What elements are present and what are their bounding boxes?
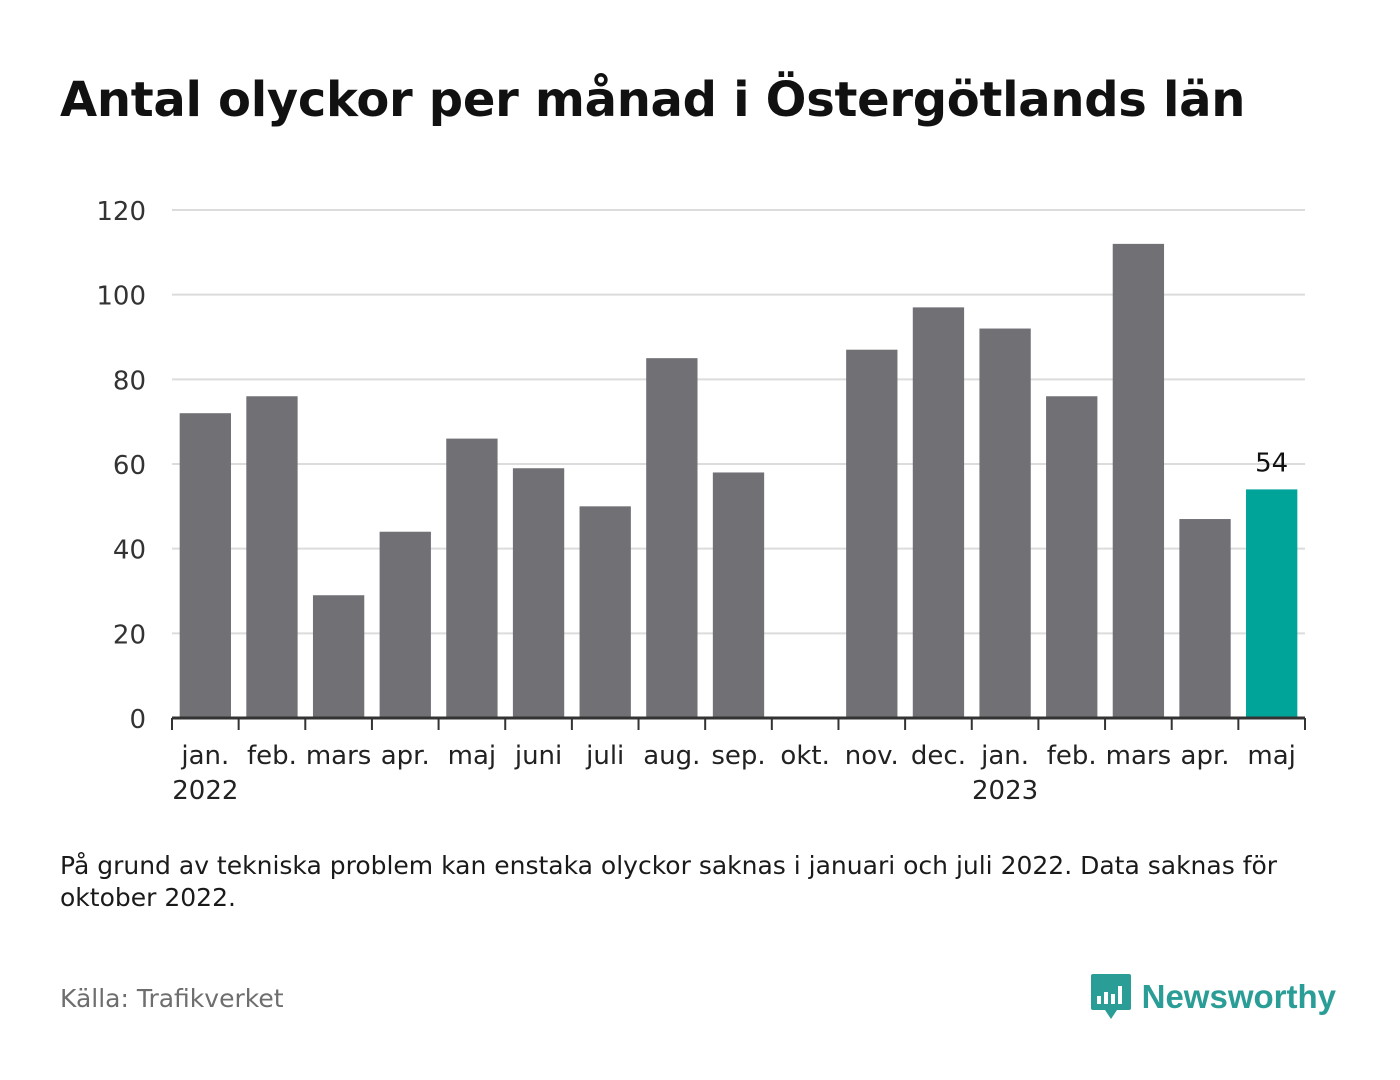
y-tick-label: 80 (113, 366, 146, 396)
footnote: På grund av tekniska problem kan enstaka… (60, 851, 1278, 912)
bar (1046, 396, 1098, 718)
x-tick-label: juli (585, 741, 624, 771)
y-tick-label: 0 (129, 705, 146, 735)
x-axis (171, 716, 1306, 730)
data-labels: 54 (1255, 448, 1288, 478)
x-tick-label: dec. (911, 741, 966, 771)
chart-title: Antal olyckor per månad i Östergötlands … (60, 72, 1246, 128)
newsworthy-logo-icon (1090, 974, 1131, 1019)
bar (1179, 519, 1231, 718)
bar (379, 531, 431, 718)
bar (912, 307, 965, 718)
x-tick-label: maj (448, 741, 496, 771)
x-year-label: 2023 (972, 776, 1038, 806)
x-tick-label: nov. (845, 741, 899, 771)
x-tick-label: juni (514, 741, 562, 771)
data-label: 54 (1255, 448, 1288, 478)
x-tick-label: apr. (1181, 741, 1230, 771)
y-tick-label: 20 (113, 620, 146, 650)
bar (646, 358, 698, 718)
x-tick-label: okt. (780, 741, 829, 771)
bar (1112, 243, 1165, 718)
y-tick-label: 120 (96, 197, 146, 227)
bars (179, 243, 1298, 718)
bar (246, 396, 298, 718)
x-tick-label: mars (1106, 741, 1172, 771)
bar (712, 472, 765, 718)
y-tick-label: 100 (96, 282, 146, 312)
x-tick-label: feb. (1047, 741, 1097, 771)
x-tick-label: maj (1247, 741, 1295, 771)
y-axis-ticks: 0 20 40 60 80 100 120 (96, 197, 146, 735)
bar (846, 349, 898, 718)
y-tick-label: 40 (113, 536, 146, 566)
x-tick-label: sep. (711, 741, 765, 771)
source-credit: Källa: Trafikverket (60, 984, 284, 1013)
bar (512, 468, 565, 718)
bar (979, 328, 1031, 718)
x-tick-label: feb. (247, 741, 297, 771)
brand-logo[interactable]: Newsworthy (1090, 972, 1336, 1022)
bar (1246, 489, 1298, 718)
x-year-label: 2022 (172, 776, 238, 806)
x-tick-label: aug. (643, 741, 700, 771)
bar (579, 506, 631, 718)
x-tick-label: jan. (180, 741, 229, 771)
bar (312, 595, 365, 718)
x-axis-ticks: jan. feb. mars apr. maj juni juli aug. sep. okt. n… (172, 741, 1296, 806)
x-tick-label: apr. (381, 741, 430, 771)
bar (179, 413, 231, 718)
bar (446, 438, 498, 718)
brand-name: Newsworthy (1141, 978, 1336, 1015)
x-tick-label: jan. (980, 741, 1029, 771)
y-tick-label: 60 (113, 451, 146, 481)
x-tick-label: mars (306, 741, 372, 771)
